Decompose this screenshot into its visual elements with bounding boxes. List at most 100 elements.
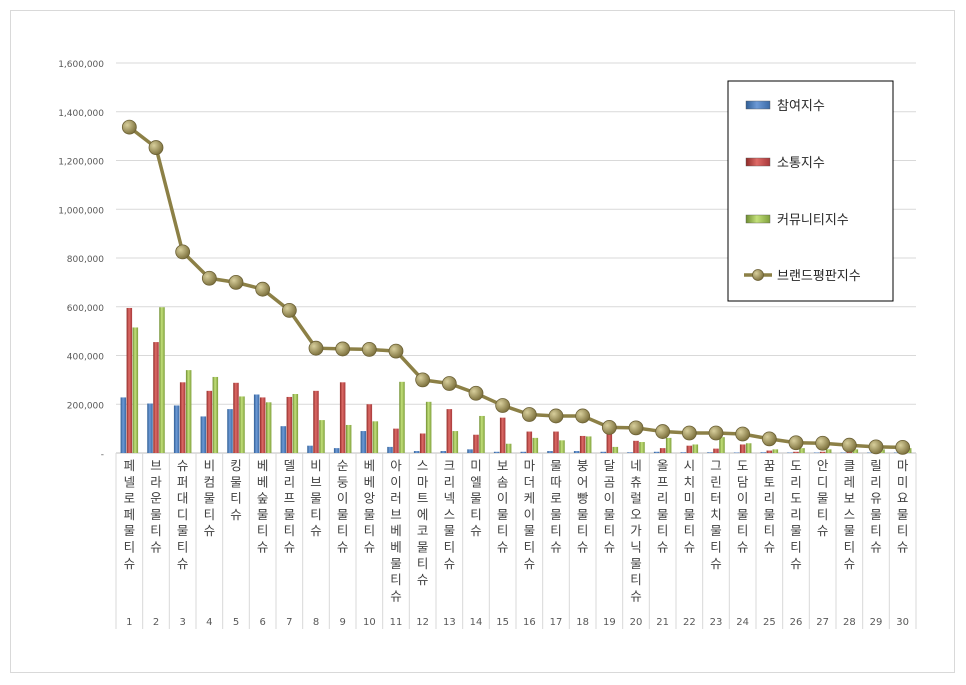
bar-1 xyxy=(547,451,553,453)
bar-2 xyxy=(553,431,559,453)
bar-2 xyxy=(686,445,693,453)
brand-index-point xyxy=(655,424,671,439)
y-tick-label: 200,000 xyxy=(67,401,104,411)
bar-3 xyxy=(825,449,832,453)
rank-label: 18 xyxy=(576,617,589,628)
brand-index-point xyxy=(815,435,831,451)
rank-label: 10 xyxy=(363,617,376,628)
brand-index-point xyxy=(281,303,297,318)
rank-label: 26 xyxy=(790,617,803,628)
bar-1 xyxy=(840,452,847,454)
bar-2 xyxy=(179,382,186,453)
bar-1 xyxy=(893,452,900,454)
bar-3 xyxy=(319,420,325,453)
bar-1 xyxy=(440,451,447,453)
bar-1 xyxy=(813,452,820,454)
legend-swatch xyxy=(745,100,771,110)
bar-1 xyxy=(867,452,873,454)
rank-label: 4 xyxy=(206,617,212,628)
bar-1 xyxy=(653,451,660,453)
bar-2 xyxy=(499,417,506,453)
rank-label: 23 xyxy=(710,617,723,628)
y-tick-label: 600,000 xyxy=(67,304,104,314)
legend-swatch xyxy=(745,157,771,167)
rank-label: 30 xyxy=(896,617,909,628)
brand-index-point xyxy=(841,437,857,453)
bar-1 xyxy=(307,445,313,453)
y-tick-label: 1,600,000 xyxy=(58,60,104,70)
bar-2 xyxy=(126,307,133,453)
bar-1 xyxy=(573,451,580,453)
bar-3 xyxy=(239,396,245,453)
bar-1 xyxy=(520,451,527,453)
bar-2 xyxy=(713,448,719,453)
bar-2 xyxy=(233,382,239,453)
bar-2 xyxy=(739,444,746,453)
brand-index-point xyxy=(895,439,911,455)
bar-3 xyxy=(479,415,485,453)
bar-1 xyxy=(333,448,340,453)
bar-3 xyxy=(505,443,512,453)
bar-2 xyxy=(633,440,639,453)
bar-1 xyxy=(120,397,127,453)
bar-1 xyxy=(493,451,500,453)
rank-label: 13 xyxy=(443,617,456,628)
bar-2 xyxy=(606,432,613,453)
brand-index-point xyxy=(521,407,537,422)
rank-label: 16 xyxy=(523,617,536,628)
rank-label: 19 xyxy=(603,617,616,628)
brand-index-point xyxy=(175,244,191,260)
bar-1 xyxy=(600,451,607,453)
rank-label: 28 xyxy=(843,617,856,628)
brand-index-point xyxy=(441,376,457,391)
bar-1 xyxy=(227,409,233,453)
rank-label: 2 xyxy=(153,617,159,628)
brand-index-point xyxy=(868,439,884,455)
bar-2 xyxy=(473,434,479,453)
rank-label: 27 xyxy=(816,617,829,628)
bar-2 xyxy=(766,450,773,453)
bar-3 xyxy=(452,431,459,453)
bar-2 xyxy=(526,431,533,453)
bar-3 xyxy=(799,448,805,453)
bar-3 xyxy=(692,444,699,453)
chart-frame: - 200,000 400,000 600,000 800,000 1,000,000 1,… xyxy=(10,10,955,673)
bar-2 xyxy=(286,396,293,453)
rank-label: 11 xyxy=(390,617,403,628)
y-tick-label: 1,000,000 xyxy=(58,206,104,216)
rank-label: 6 xyxy=(259,617,265,628)
rank-label: 1 xyxy=(126,617,132,628)
rank-label: 24 xyxy=(736,617,749,628)
brand-index-point xyxy=(255,281,271,297)
brand-index-point xyxy=(495,398,511,413)
rank-label: 17 xyxy=(550,617,563,628)
bar-3 xyxy=(532,437,539,453)
brand-index-point xyxy=(788,435,804,451)
rank-label: 21 xyxy=(656,617,669,628)
bar-3 xyxy=(852,449,859,453)
bar-3 xyxy=(372,421,379,453)
rank-label: 5 xyxy=(233,617,239,628)
brand-index-point xyxy=(601,420,617,435)
